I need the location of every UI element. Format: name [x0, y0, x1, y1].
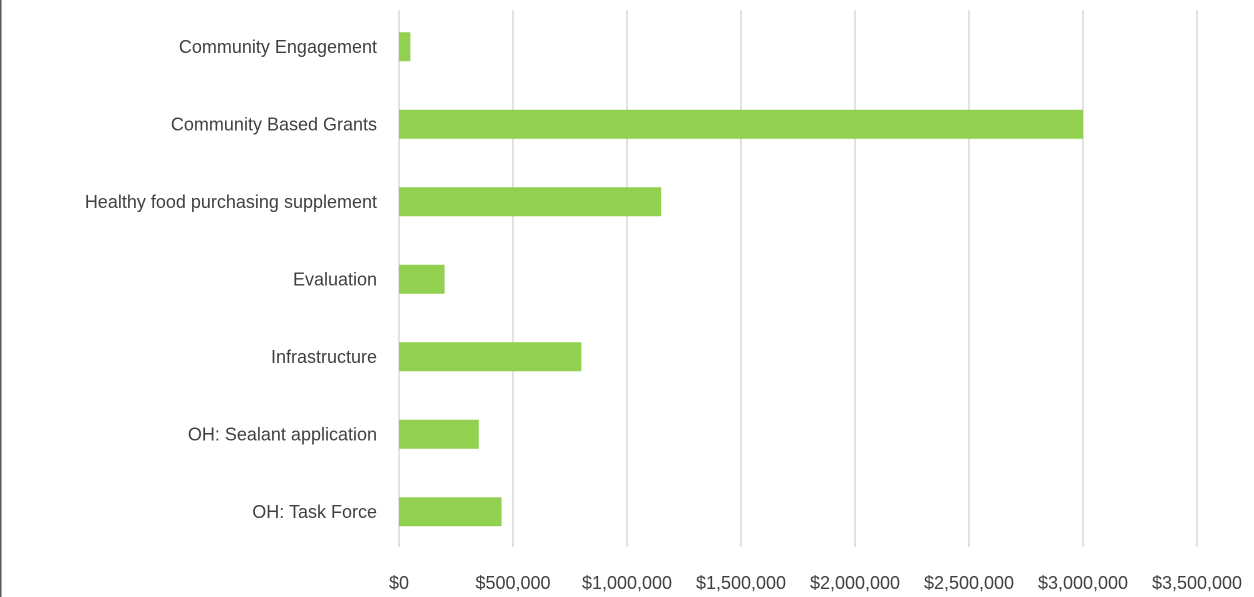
- x-tick-label: $3,500,000: [1152, 573, 1242, 593]
- x-tick-label: $1,000,000: [582, 573, 672, 593]
- bar: [399, 497, 502, 527]
- category-labels: Community Engagement Community Based Gran…: [85, 37, 377, 522]
- bar: [399, 342, 582, 372]
- category-label: Infrastructure: [271, 347, 377, 367]
- bars: [399, 32, 1083, 527]
- bar: [399, 419, 479, 449]
- category-label: Community Based Grants: [171, 114, 377, 134]
- bar: [399, 264, 445, 294]
- x-tick-label: $2,000,000: [810, 573, 900, 593]
- category-label: Healthy food purchasing supplement: [85, 192, 377, 212]
- bar: [399, 32, 411, 62]
- category-label: Evaluation: [293, 269, 377, 289]
- bar: [399, 109, 1083, 139]
- category-label: OH: Sealant application: [188, 424, 377, 444]
- x-tick-label: $0: [389, 573, 409, 593]
- chart-border-left: [0, 0, 2, 597]
- category-label: OH: Task Force: [252, 502, 377, 522]
- x-tick-label: $1,500,000: [696, 573, 786, 593]
- bar: [399, 187, 662, 217]
- x-tick-label: $500,000: [475, 573, 550, 593]
- category-label: Community Engagement: [179, 37, 377, 57]
- gridlines: [398, 10, 1198, 547]
- x-tick-label: $3,000,000: [1038, 573, 1128, 593]
- x-tick-labels: $0 $500,000 $1,000,000 $1,500,000 $2,000,000…: [389, 573, 1242, 593]
- x-tick-label: $2,500,000: [924, 573, 1014, 593]
